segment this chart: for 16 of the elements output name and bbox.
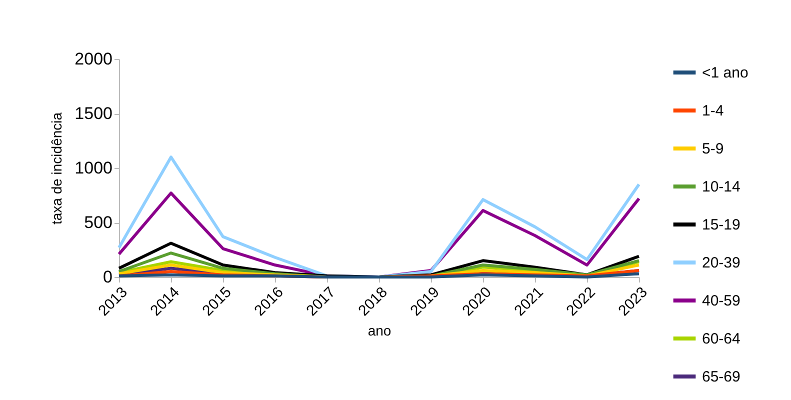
y-axis-title: taxa de incidência: [48, 112, 65, 225]
legend-label: 5-9: [702, 140, 724, 158]
x-axis-title: ano: [368, 322, 392, 339]
y-tick-label: 0: [103, 268, 112, 286]
legend-label: <1 ano: [702, 64, 748, 82]
legend-label: 60-64: [702, 330, 740, 348]
legend-label: 1-4: [702, 102, 724, 120]
y-tick-label: 1500: [74, 104, 112, 123]
y-tick-label: 2000: [74, 50, 112, 68]
legend-label: 10-14: [702, 178, 740, 196]
legend-label: 40-59: [702, 292, 740, 310]
legend-label: 20-39: [702, 254, 740, 272]
y-tick-label: 1000: [74, 158, 112, 178]
legend-label: 65-69: [702, 368, 740, 386]
y-tick-label: 500: [84, 213, 112, 232]
legend-label: 15-19: [702, 216, 740, 234]
